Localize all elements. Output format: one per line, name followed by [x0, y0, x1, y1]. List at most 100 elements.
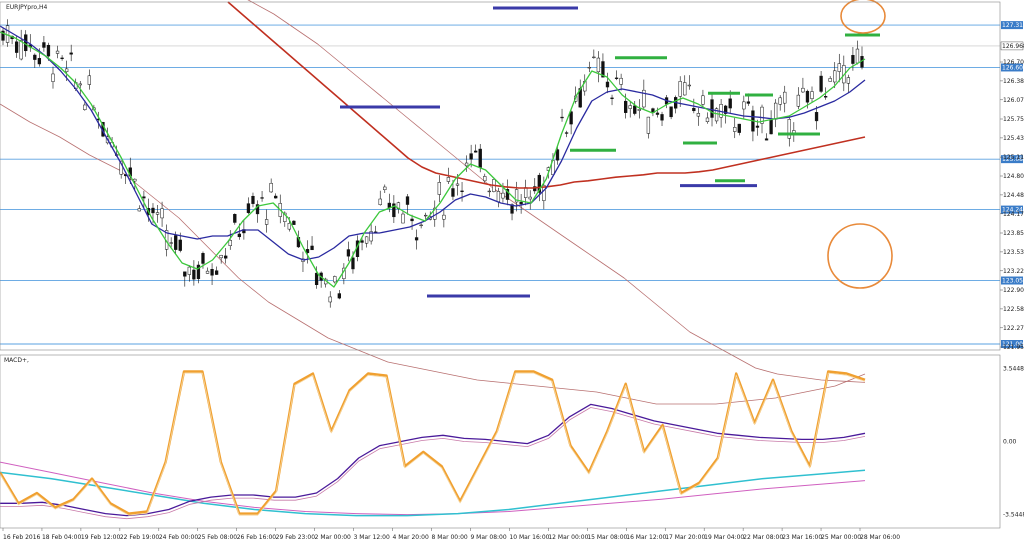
candle-body: [537, 174, 541, 193]
x-tick-label: 18 Feb 04:00: [42, 534, 82, 541]
macd-y-tick-label: 0.00: [1003, 439, 1017, 446]
candle-body: [233, 214, 237, 223]
x-tick-label: 26 Feb 16:00: [237, 534, 277, 541]
candle-body: [14, 41, 19, 53]
candle-body: [783, 91, 787, 104]
candle-body: [310, 245, 314, 251]
candle-body: [414, 237, 419, 241]
candle-body: [437, 182, 441, 195]
candle-body: [451, 188, 455, 197]
x-tick-label: 10 Mar 16:00: [509, 534, 549, 541]
x-tick-label: 2 Mar 00:00: [315, 534, 351, 541]
candle-body: [669, 106, 673, 118]
y-tick-label: 124.485: [1003, 192, 1024, 199]
candle-body: [387, 202, 391, 208]
y-tick-label: 122.585: [1003, 306, 1024, 313]
candle-body: [764, 138, 769, 141]
candle-body: [274, 195, 278, 199]
candle-body: [833, 70, 837, 83]
candle-body: [646, 116, 651, 134]
highlight-circle: [840, 0, 886, 34]
lower-envelope: [0, 103, 866, 405]
candle-body: [69, 52, 73, 55]
candle-body: [773, 102, 778, 120]
candle-body: [633, 105, 637, 114]
candle-body: [346, 249, 351, 257]
candle-body: [769, 119, 773, 135]
candle-body: [710, 99, 714, 118]
macd-line-purple-shadow: [0, 407, 866, 520]
candle-body: [410, 218, 414, 222]
candlesticks: [1, 19, 864, 308]
level-tag-label: 121.000: [1002, 341, 1024, 348]
candle-body: [419, 224, 423, 227]
x-tick-label: 19 Mar 04:00: [704, 534, 744, 541]
candle-body: [501, 192, 505, 199]
candle-body: [33, 54, 37, 60]
highlight-circle: [827, 223, 893, 289]
candle-body: [705, 117, 710, 122]
candle-body: [383, 186, 387, 190]
candle-body: [24, 34, 28, 52]
candle-body: [201, 253, 205, 264]
upper-envelope: [247, 0, 866, 383]
candle-body: [351, 257, 355, 270]
candle-body: [64, 68, 69, 73]
candle-body: [192, 269, 196, 280]
candle-body: [819, 75, 823, 92]
candle-body: [142, 196, 146, 199]
ma-blue: [0, 25, 866, 261]
candle-body: [542, 185, 546, 201]
candle-body: [169, 242, 173, 244]
level-tag-box: [1001, 340, 1023, 348]
y-tick-label: 123.535: [1003, 249, 1024, 256]
candle-body: [614, 77, 619, 79]
macd-y-tick-label: -3.5448: [1003, 512, 1024, 519]
candle-body: [214, 270, 219, 275]
candle-body: [605, 81, 610, 88]
candle-body: [837, 63, 841, 72]
annotations: [340, 0, 893, 298]
candle-body: [560, 116, 564, 119]
candle-body: [846, 77, 851, 84]
candle-body: [37, 58, 42, 65]
candle-body: [155, 212, 160, 215]
candle-body: [42, 42, 46, 48]
candle-body: [628, 105, 632, 109]
level-tag-box: [1001, 63, 1023, 72]
candle-body: [823, 96, 828, 98]
x-tick-label: 16 Mar 12:00: [626, 534, 666, 541]
candle-body: [446, 177, 451, 182]
candle-body: [392, 203, 396, 218]
candle-body: [237, 233, 241, 238]
candle-body: [196, 264, 201, 279]
candle-body: [151, 207, 155, 214]
candle-body: [287, 223, 291, 230]
candle-body: [596, 57, 601, 73]
candle-body: [683, 82, 687, 96]
candle-body: [255, 204, 260, 215]
candle-body: [283, 212, 287, 222]
candle-body: [478, 148, 482, 168]
x-tick-label: 16 Feb 2016: [3, 534, 41, 541]
candle-body: [733, 127, 737, 132]
candle-body: [601, 61, 605, 78]
x-tick-label: 25 Feb 08:00: [198, 534, 238, 541]
candle-body: [174, 235, 178, 250]
y-tick-label: 123.850: [1003, 230, 1024, 237]
x-tick-label: 4 Mar 20:00: [393, 534, 429, 541]
envelope-lines: [0, 0, 866, 405]
candle-body: [805, 90, 810, 103]
candle-body: [787, 119, 791, 139]
candle-body: [642, 89, 646, 108]
candle-body: [564, 132, 569, 134]
candle-body: [696, 113, 701, 117]
y-tick-label: 122.900: [1003, 287, 1024, 294]
candle-body: [337, 293, 341, 299]
candle-body: [19, 40, 23, 60]
level-tag-box: [1001, 21, 1023, 30]
y-tick-label: 126.070: [1003, 97, 1024, 104]
x-tick-label: 22 Feb 19:00: [120, 534, 160, 541]
